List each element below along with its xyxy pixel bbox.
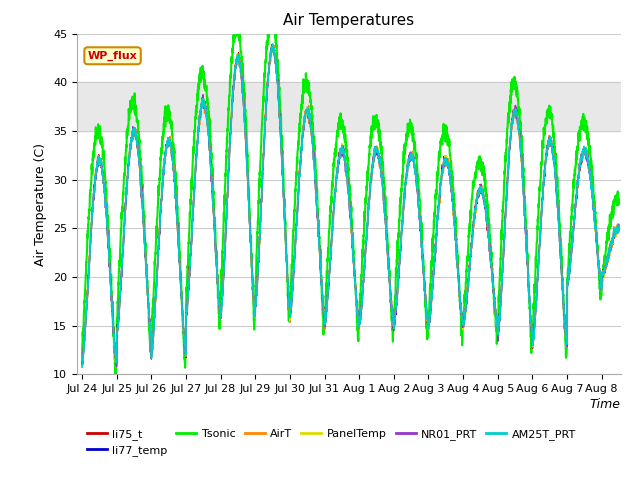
li77_temp bbox=[78, 360, 86, 366]
li77_temp bbox=[605, 251, 612, 257]
li75_t bbox=[308, 130, 316, 135]
Tsonic bbox=[615, 197, 623, 203]
li75_t bbox=[78, 361, 86, 367]
Tsonic bbox=[78, 359, 86, 365]
NR01_PRT bbox=[140, 217, 147, 223]
li75_t bbox=[615, 222, 623, 228]
Line: li75_t: li75_t bbox=[82, 46, 619, 365]
AM25T_PRT bbox=[78, 364, 86, 370]
Line: li77_temp: li77_temp bbox=[82, 45, 619, 364]
NR01_PRT bbox=[113, 364, 120, 370]
li75_t bbox=[172, 193, 179, 199]
Title: Air Temperatures: Air Temperatures bbox=[284, 13, 414, 28]
Line: AM25T_PRT: AM25T_PRT bbox=[82, 44, 619, 367]
AirT bbox=[172, 196, 179, 202]
li77_temp bbox=[547, 139, 555, 145]
Legend: li75_t, li77_temp, Tsonic, AirT, PanelTemp, NR01_PRT, AM25T_PRT: li75_t, li77_temp, Tsonic, AirT, PanelTe… bbox=[83, 424, 580, 460]
NR01_PRT bbox=[615, 223, 623, 229]
NR01_PRT bbox=[78, 360, 86, 365]
AirT bbox=[547, 144, 555, 150]
AirT bbox=[113, 365, 120, 371]
Line: NR01_PRT: NR01_PRT bbox=[82, 44, 619, 367]
li77_temp bbox=[140, 216, 147, 222]
AM25T_PRT bbox=[547, 142, 555, 148]
NR01_PRT bbox=[547, 143, 555, 149]
PanelTemp bbox=[615, 226, 623, 232]
li77_temp bbox=[268, 42, 276, 48]
AirT bbox=[284, 286, 292, 291]
AirT bbox=[78, 355, 86, 361]
Bar bbox=[77, 82, 621, 131]
AirT bbox=[140, 215, 147, 221]
NR01_PRT bbox=[308, 129, 316, 134]
li77_temp bbox=[308, 133, 316, 139]
li75_t bbox=[284, 285, 292, 291]
li77_temp bbox=[284, 287, 292, 293]
AM25T_PRT bbox=[172, 189, 179, 195]
AirT bbox=[308, 132, 316, 138]
AM25T_PRT bbox=[308, 130, 316, 135]
AirT bbox=[605, 256, 612, 262]
PanelTemp bbox=[308, 132, 316, 137]
li75_t bbox=[79, 362, 86, 368]
PanelTemp bbox=[140, 219, 147, 225]
AM25T_PRT bbox=[269, 41, 276, 47]
Tsonic bbox=[547, 110, 555, 116]
AM25T_PRT bbox=[284, 283, 292, 288]
li75_t bbox=[547, 140, 555, 145]
PanelTemp bbox=[112, 362, 120, 368]
AM25T_PRT bbox=[615, 224, 623, 230]
NR01_PRT bbox=[269, 41, 276, 47]
Tsonic bbox=[284, 306, 292, 312]
NR01_PRT bbox=[172, 194, 179, 200]
NR01_PRT bbox=[284, 285, 292, 290]
Line: AirT: AirT bbox=[82, 45, 619, 368]
li77_temp bbox=[615, 224, 623, 229]
AirT bbox=[615, 226, 623, 232]
Line: PanelTemp: PanelTemp bbox=[82, 46, 619, 365]
AM25T_PRT bbox=[605, 252, 612, 258]
X-axis label: Time: Time bbox=[590, 398, 621, 411]
li75_t bbox=[140, 219, 147, 225]
PanelTemp bbox=[268, 43, 276, 49]
PanelTemp bbox=[547, 140, 555, 146]
PanelTemp bbox=[172, 193, 179, 199]
PanelTemp bbox=[78, 359, 86, 365]
li77_temp bbox=[172, 193, 179, 199]
AM25T_PRT bbox=[140, 219, 147, 225]
li77_temp bbox=[79, 361, 86, 367]
NR01_PRT bbox=[605, 252, 612, 258]
Tsonic bbox=[140, 205, 147, 211]
li75_t bbox=[269, 43, 276, 48]
AirT bbox=[269, 42, 276, 48]
Text: WP_flux: WP_flux bbox=[88, 51, 138, 61]
Y-axis label: Air Temperature (C): Air Temperature (C) bbox=[35, 143, 47, 265]
Line: Tsonic: Tsonic bbox=[82, 12, 619, 384]
Tsonic bbox=[308, 103, 316, 108]
Tsonic bbox=[605, 223, 612, 228]
Tsonic bbox=[111, 381, 119, 386]
PanelTemp bbox=[605, 252, 612, 258]
Tsonic bbox=[172, 172, 179, 178]
PanelTemp bbox=[284, 286, 292, 292]
li75_t bbox=[605, 252, 612, 257]
Tsonic bbox=[268, 9, 276, 15]
